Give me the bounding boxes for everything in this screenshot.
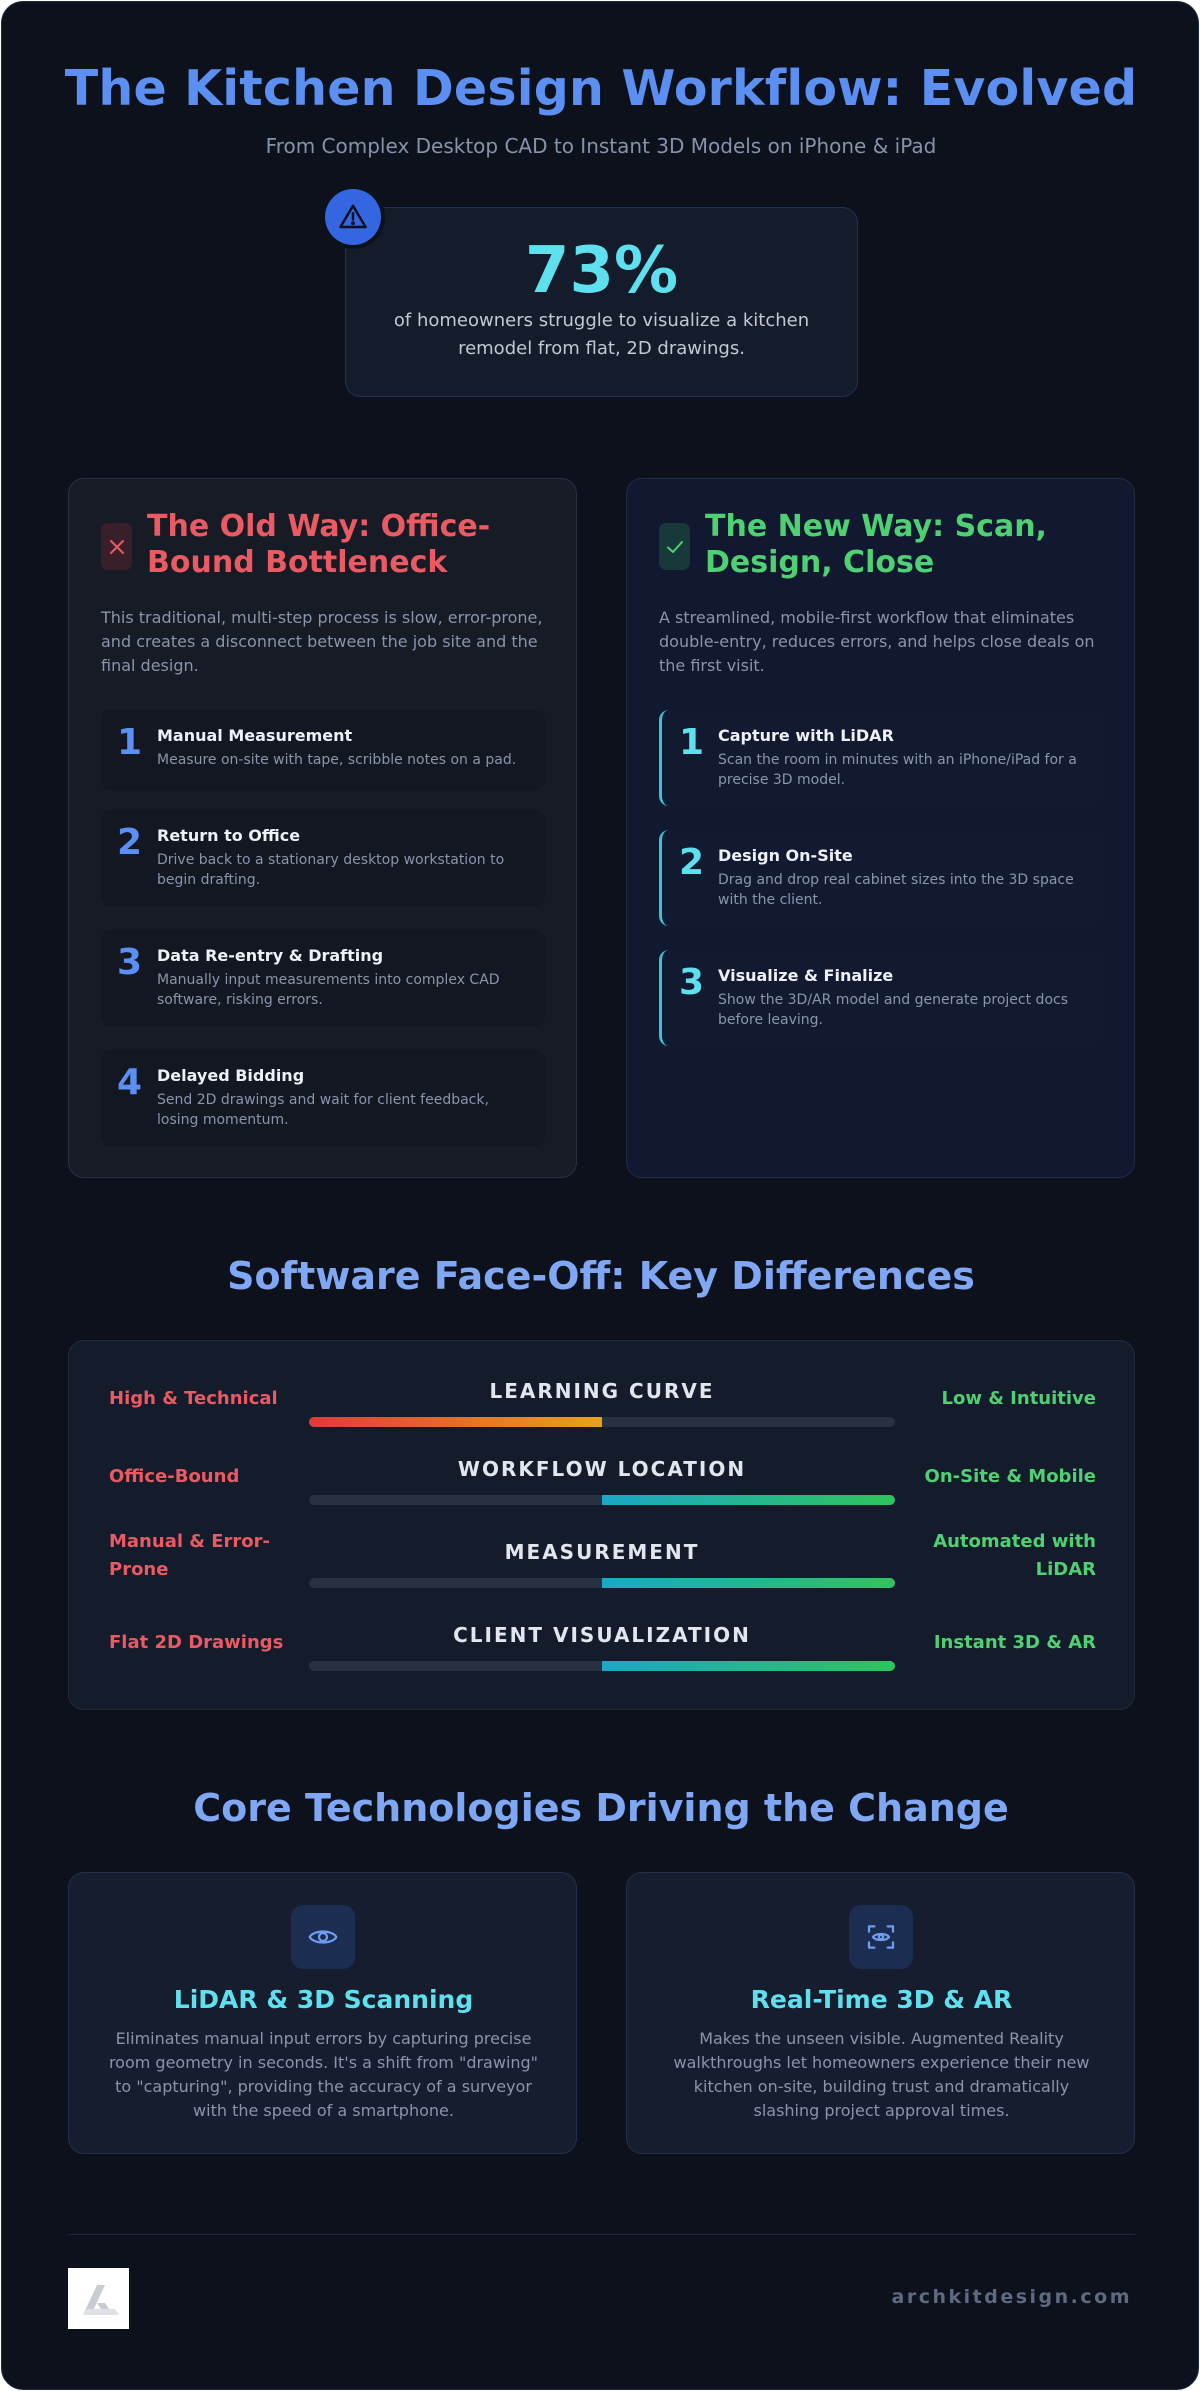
- faceoff-row: Flat 2D Drawings CLIENT VISUALIZATION In…: [69, 1623, 1136, 1693]
- step-title: Data Re-entry & Drafting: [157, 946, 384, 965]
- step-title: Visualize & Finalize: [718, 966, 894, 985]
- faceoff-new-value: Automated with LiDAR: [933, 1531, 1096, 1580]
- step-title: Design On-Site: [718, 846, 853, 865]
- old-step: 3 Data Re-entry & Drafting Manually inpu…: [101, 930, 545, 1026]
- old-way-description: This traditional, multi-step process is …: [101, 608, 543, 675]
- step-title: Manual Measurement: [157, 726, 353, 745]
- faceoff-track: [309, 1495, 895, 1505]
- tech-card-lidar: LiDAR & 3D Scanning Eliminates manual in…: [68, 1872, 577, 2154]
- new-way-title: The New Way: Scan, Design, Close: [705, 509, 1047, 580]
- faceoff-label: CLIENT VISUALIZATION: [453, 1623, 751, 1647]
- faceoff-track: [309, 1661, 895, 1671]
- tech-description: Makes the unseen visible. Augmented Real…: [673, 2029, 1090, 2120]
- faceoff-panel: High & Technical LEARNING CURVE Low & In…: [68, 1340, 1135, 1710]
- footer-divider: [68, 2234, 1135, 2235]
- page-subtitle: From Complex Desktop CAD to Instant 3D M…: [265, 134, 937, 158]
- faceoff-new-value: On-Site & Mobile: [924, 1466, 1096, 1487]
- warning-triangle-icon: [325, 189, 381, 245]
- step-description: Manually input measurements into complex…: [157, 972, 500, 1008]
- step-description: Drive back to a stationary desktop works…: [157, 852, 505, 888]
- x-icon: [101, 523, 132, 570]
- faceoff-track: [309, 1578, 895, 1588]
- ar-scan-eye-icon: [849, 1905, 913, 1969]
- step-number: 2: [117, 822, 143, 863]
- tech-title: Real-Time 3D & AR: [750, 1985, 1013, 2014]
- new-step: 1 Capture with LiDAR Scan the room in mi…: [659, 710, 1103, 806]
- step-number: 2: [679, 842, 705, 883]
- step-description: Measure on-site with tape, scribble note…: [157, 752, 517, 768]
- faceoff-row: Office-Bound WORKFLOW LOCATION On-Site &…: [69, 1457, 1136, 1527]
- old-step: 4 Delayed Bidding Send 2D drawings and w…: [101, 1050, 545, 1146]
- faceoff-fill: [602, 1578, 895, 1588]
- step-description: Send 2D drawings and wait for client fee…: [157, 1092, 489, 1128]
- archkit-logo-icon[interactable]: [68, 2268, 129, 2329]
- faceoff-old-value: Office-Bound: [109, 1466, 240, 1487]
- faceoff-label: LEARNING CURVE: [489, 1379, 715, 1403]
- faceoff-new-value: Low & Intuitive: [941, 1388, 1096, 1409]
- new-step: 2 Design On-Site Drag and drop real cabi…: [659, 830, 1103, 926]
- old-step: 2 Return to Office Drive back to a stati…: [101, 810, 545, 906]
- step-number: 3: [679, 962, 705, 1003]
- step-number: 1: [117, 722, 143, 763]
- faceoff-old-value: Manual & Error-Prone: [109, 1531, 270, 1580]
- faceoff-track: [309, 1417, 895, 1427]
- step-number: 3: [117, 942, 143, 983]
- faceoff-heading: Software Face-Off: Key Differences: [227, 1254, 975, 1298]
- new-step: 3 Visualize & Finalize Show the 3D/AR mo…: [659, 950, 1103, 1046]
- step-number: 1: [679, 722, 705, 763]
- faceoff-label: WORKFLOW LOCATION: [457, 1457, 747, 1481]
- step-number: 4: [117, 1062, 143, 1103]
- faceoff-new-value: Instant 3D & AR: [933, 1632, 1096, 1653]
- faceoff-row: Manual & Error-Prone MEASUREMENT Automat…: [69, 1531, 1136, 1610]
- faceoff-label: MEASUREMENT: [504, 1540, 700, 1564]
- step-description: Scan the room in minutes with an iPhone/…: [718, 752, 1077, 788]
- page-title: The Kitchen Design Workflow: Evolved: [64, 60, 1138, 117]
- stat-value: 73%: [524, 234, 679, 308]
- new-way-panel: The New Way: Scan, Design, Close A strea…: [626, 478, 1135, 1178]
- check-icon: [659, 523, 690, 570]
- tech-description: Eliminates manual input errors by captur…: [108, 2029, 539, 2120]
- faceoff-fill: [309, 1417, 602, 1427]
- step-title: Capture with LiDAR: [718, 726, 894, 745]
- step-description: Show the 3D/AR model and generate projec…: [718, 992, 1068, 1028]
- step-title: Delayed Bidding: [157, 1066, 305, 1085]
- eye-icon: [291, 1905, 355, 1969]
- new-way-description: A streamlined, mobile-first workflow tha…: [659, 608, 1095, 675]
- tech-card-ar: Real-Time 3D & AR Makes the unseen visib…: [626, 1872, 1135, 2154]
- faceoff-row: High & Technical LEARNING CURVE Low & In…: [69, 1379, 1136, 1449]
- step-description: Drag and drop real cabinet sizes into th…: [718, 872, 1074, 908]
- faceoff-fill: [602, 1661, 895, 1671]
- step-title: Return to Office: [157, 826, 301, 845]
- old-step: 1 Manual Measurement Measure on-site wit…: [101, 710, 545, 790]
- tech-heading: Core Technologies Driving the Change: [193, 1786, 1009, 1830]
- stat-card: [345, 207, 858, 397]
- faceoff-old-value: High & Technical: [109, 1388, 278, 1409]
- faceoff-fill: [602, 1495, 895, 1505]
- site-link[interactable]: archkitdesign.com: [891, 2286, 1132, 2308]
- stat-text: of homeowners struggle to visualize a ki…: [393, 310, 810, 359]
- tech-title: LiDAR & 3D Scanning: [173, 1985, 474, 2014]
- faceoff-old-value: Flat 2D Drawings: [109, 1632, 284, 1653]
- old-way-panel: The Old Way: Office-Bound Bottleneck Thi…: [68, 478, 577, 1178]
- old-way-title: The Old Way: Office-Bound Bottleneck: [147, 509, 491, 580]
